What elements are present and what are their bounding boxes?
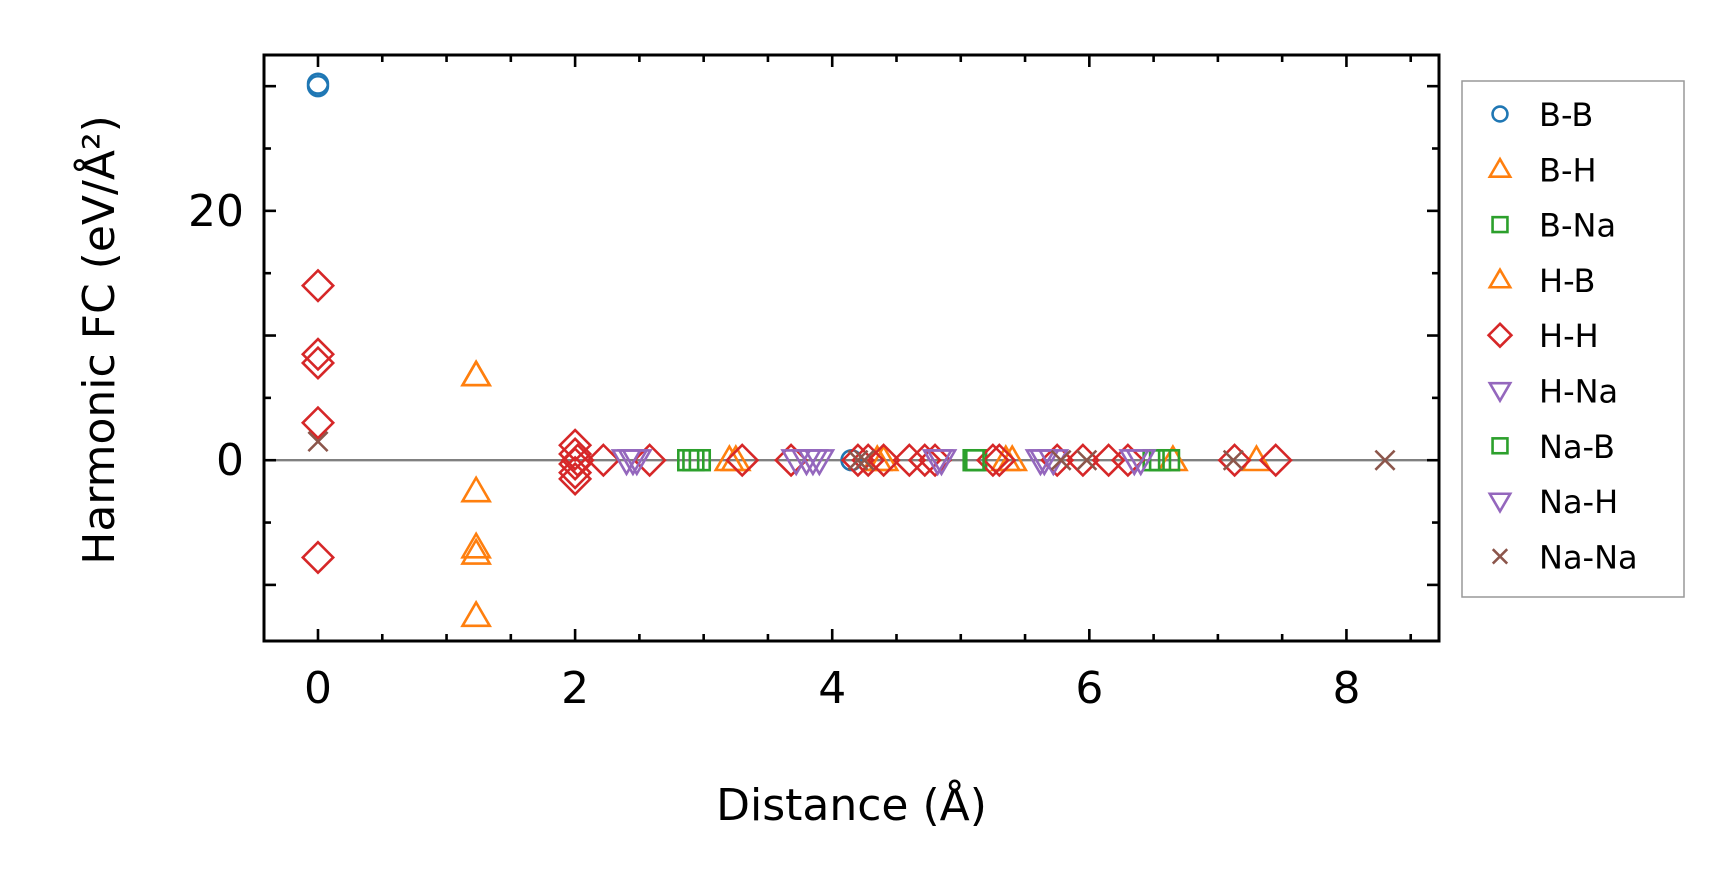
data-point-b-b [306, 74, 330, 98]
plot-frame [262, 53, 1441, 643]
data-point-h-h [300, 405, 336, 440]
data-point-na-b [962, 448, 985, 472]
legend-label: B-H [1539, 151, 1597, 189]
data-point-na-b [682, 448, 705, 472]
data-point-h-h [632, 443, 667, 478]
data-point-h-h [300, 345, 336, 381]
legend-label: Na-Na [1539, 538, 1638, 576]
data-point-h-h [918, 443, 953, 478]
legend-marker-h-b [1487, 267, 1513, 289]
data-point-h-h [1258, 443, 1293, 478]
legend-marker-na-b [1491, 437, 1509, 455]
data-point-h-h [558, 461, 593, 496]
legend-marker-na-h [1487, 492, 1513, 514]
series-na-h [617, 449, 1157, 477]
data-point-na-h [1028, 449, 1061, 477]
legend-label: H-H [1539, 317, 1599, 355]
data-point-b-h [460, 537, 492, 565]
data-point-na-na [1222, 449, 1244, 471]
legend-label: Na-H [1539, 483, 1618, 521]
series-b-b [306, 72, 863, 472]
legend: B-B B-H B-Na H-B H-H H-Na Na-B Na-H Na-Na [1461, 80, 1685, 598]
legend-marker-b-b [1491, 105, 1509, 123]
legend-marker-b-h [1487, 156, 1513, 178]
series-b-h [460, 359, 1273, 628]
data-point-h-h [300, 337, 336, 372]
x-tick-label: 4 [818, 663, 846, 714]
series-h-h [300, 268, 1293, 575]
data-point-h-h [586, 443, 621, 478]
legend-marker-h-na [1487, 381, 1513, 404]
legend-label: Na-B [1539, 428, 1615, 466]
y-tick-label: 0 [216, 435, 244, 486]
data-point-h-h [558, 428, 593, 463]
x-axis-label: Distance (Å) [716, 778, 987, 831]
data-point-h-h [558, 436, 593, 472]
data-point-na-na [847, 449, 869, 471]
data-point-b-h [460, 531, 492, 559]
data-point-na-na [1076, 449, 1098, 471]
legend-label: B-B [1539, 96, 1593, 134]
data-point-h-h [1217, 443, 1252, 478]
legend-marker-b-na [1491, 215, 1509, 234]
data-point-na-na [1050, 449, 1072, 471]
data-point-b-h [460, 599, 492, 628]
legend-label: H-Na [1539, 373, 1618, 411]
data-point-na-na [1374, 449, 1396, 471]
series-na-na [307, 430, 1396, 471]
legend-marker-na-na [1491, 548, 1509, 565]
data-point-h-b [460, 359, 492, 387]
data-point-na-h [797, 449, 829, 477]
x-tick-label: 2 [561, 663, 589, 714]
data-point-h-h [866, 443, 901, 478]
y-tick-label: 20 [188, 186, 244, 237]
data-point-h-h [1110, 443, 1145, 478]
data-point-b-h [460, 475, 492, 503]
data-point-na-h [921, 449, 954, 477]
series-h-b [460, 359, 1029, 472]
data-point-h-h [300, 540, 336, 575]
data-point-b-h [460, 359, 492, 387]
data-point-h-h [725, 443, 760, 478]
legend-label: H-B [1539, 262, 1595, 300]
legend-marker-h-h [1486, 321, 1514, 349]
data-point-na-h [617, 449, 649, 477]
data-point-h-h [300, 268, 336, 303]
data-point-na-na [307, 430, 329, 453]
data-point-na-h [1124, 449, 1157, 477]
data-point-h-h [560, 443, 595, 478]
x-tick-label: 6 [1075, 663, 1103, 714]
x-tick-label: 0 [304, 663, 332, 714]
data-point-h-h [982, 443, 1017, 478]
data-point-na-h [780, 449, 813, 477]
data-point-h-h [892, 443, 927, 478]
x-tick-label: 8 [1332, 663, 1360, 714]
data-point-na-na [853, 449, 875, 471]
legend-label: B-Na [1539, 207, 1616, 245]
data-point-h-h [907, 443, 942, 478]
y-axis-label: Harmonic FC (eV/Å²) [72, 115, 125, 565]
